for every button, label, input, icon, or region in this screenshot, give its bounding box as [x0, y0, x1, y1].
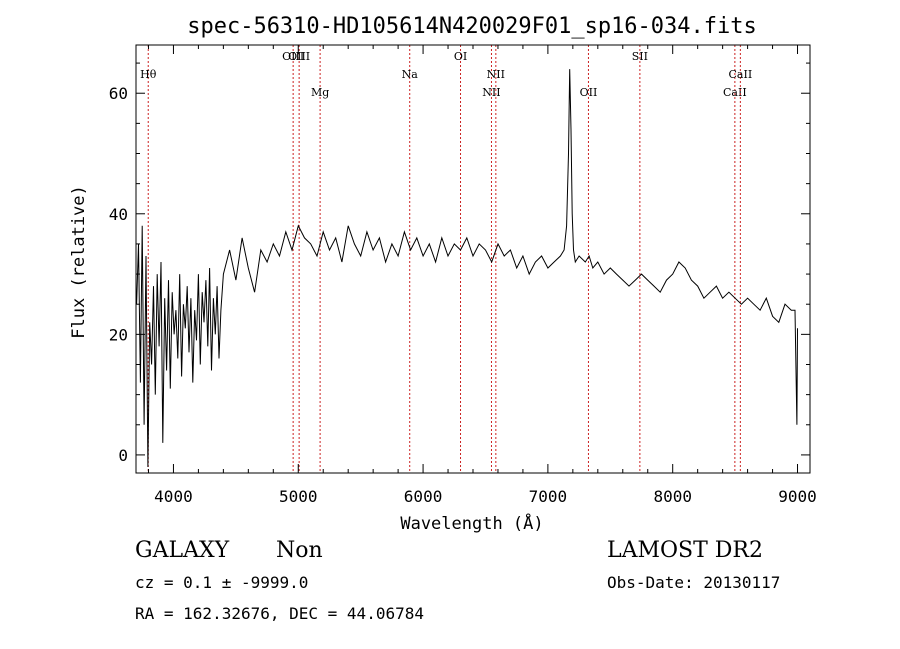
spectrum-line — [136, 69, 798, 468]
y-axis: 0 20 40 60 — [109, 62, 810, 465]
line-marker-label: OIII — [288, 50, 310, 63]
y-tick-label: 0 — [118, 446, 128, 465]
line-marker-label: Na — [402, 68, 419, 81]
line-marker-label: Mg — [311, 86, 329, 99]
object-class: GALAXY — [135, 538, 230, 563]
line-marker-label: OII — [580, 86, 598, 99]
line-marker-label: CaII — [723, 86, 747, 99]
plot-frame — [135, 44, 811, 474]
y-tick-label: 20 — [109, 325, 128, 344]
redshift-readout: cz = 0.1 ± -9999.0 — [135, 573, 309, 592]
observation-date: Obs-Date: 20130117 — [607, 573, 781, 592]
y-tick-label: 60 — [109, 84, 128, 103]
x-tick-label: 5000 — [279, 487, 318, 506]
line-marker-label: Hθ — [140, 68, 157, 81]
x-tick-label: 9000 — [778, 487, 817, 506]
line-marker-label: NII — [487, 68, 505, 81]
y-tick-label: 40 — [109, 205, 128, 224]
x-tick-label: 7000 — [529, 487, 568, 506]
line-marker-label: OI — [454, 50, 467, 63]
line-marker-label: NII — [482, 86, 500, 99]
x-tick-label: 6000 — [404, 487, 443, 506]
chart-title: spec-56310-HD105614N420029F01_sp16-034.f… — [187, 14, 757, 39]
line-marker-label: CaII — [729, 68, 753, 81]
y-axis-label: Flux (relative) — [69, 185, 89, 339]
x-axis: 4000 5000 6000 7000 8000 9000 — [147, 45, 817, 506]
survey-name: LAMOST DR2 — [607, 538, 763, 563]
x-tick-label: 8000 — [653, 487, 692, 506]
coordinates-readout: RA = 162.32676, DEC = 44.06784 — [135, 604, 424, 623]
x-tick-label: 4000 — [154, 487, 193, 506]
object-subclass: Non — [276, 538, 323, 563]
x-axis-label: Wavelength (Å) — [400, 512, 543, 534]
line-marker-label: SII — [632, 50, 648, 63]
